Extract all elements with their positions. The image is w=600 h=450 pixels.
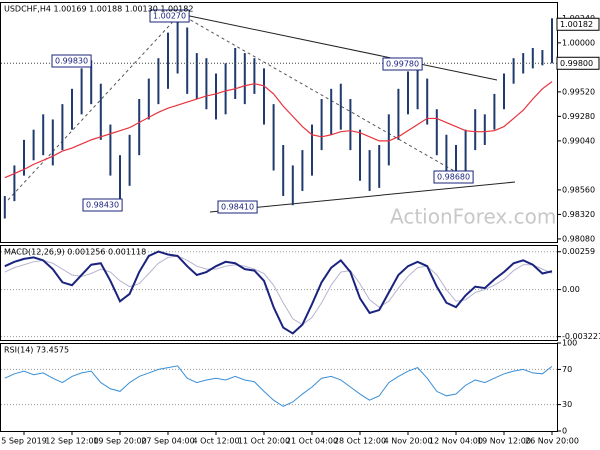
panel-frame — [0, 2, 558, 243]
annotation-box — [82, 198, 123, 212]
annotation-box — [433, 170, 474, 184]
price-tag-box — [556, 56, 600, 70]
y-tick-label: 1.00000 — [562, 38, 595, 47]
y-tick-label: 0.99280 — [562, 112, 595, 121]
y-tick-label: 0.98560 — [562, 185, 595, 194]
trend-line — [179, 13, 498, 81]
x-tick-label: 19 Sep 20:00 — [93, 437, 146, 446]
series-line — [4, 365, 553, 407]
x-tick-label: 12 Nov 04:00 — [429, 437, 483, 446]
annotation: 0.99830 — [55, 57, 88, 66]
price-tag: 0.99800 — [560, 59, 593, 68]
panel-title: MACD(12,26,9) 0.001256 0.001118 — [4, 248, 146, 257]
panel-title: USDCHF,H4 1.00169 1.00188 1.00130 1.0018… — [4, 5, 193, 14]
annotation: 1.00270 — [153, 12, 186, 21]
x-tick-label: 5 Sep 2019 — [1, 437, 47, 446]
annotation: 0.98410 — [221, 203, 254, 212]
y-tick-label: 0.99520 — [562, 87, 595, 96]
x-tick-label: 4 Nov 20:00 — [384, 437, 433, 446]
dashed-line — [7, 13, 181, 201]
x-tick-label: 28 Oct 12:00 — [334, 437, 386, 446]
series-line — [4, 81, 553, 179]
x-tick-label: 11 Oct 20:00 — [238, 437, 290, 446]
x-tick-label: 21 Oct 04:00 — [286, 437, 338, 446]
y-tick-label: 0 — [562, 427, 567, 436]
watermark: ActionForex.com — [390, 205, 556, 229]
y-tick-label: 0.98320 — [562, 210, 595, 219]
x-tick-label: 12 Sep 12:00 — [45, 437, 98, 446]
panel-title: RSI(14) 73.4575 — [4, 346, 69, 355]
annotation-box — [149, 9, 190, 23]
x-tick-label: 27 Sep 04:00 — [141, 437, 194, 446]
x-tick-label: 19 Nov 12:00 — [477, 437, 531, 446]
price-tag-box — [556, 17, 600, 31]
panel-frame — [0, 343, 558, 432]
y-tick-label: 30 — [562, 400, 572, 409]
annotation-box — [382, 57, 423, 71]
dashed-line — [179, 13, 471, 181]
panel-frame — [0, 245, 558, 341]
annotation-box — [51, 54, 92, 68]
series-line — [4, 250, 553, 335]
annotation-box — [217, 200, 258, 214]
price-tag: 1.00182 — [560, 20, 593, 29]
x-tick-label: 26 Nov 20:00 — [525, 437, 579, 446]
annotation: 0.99780 — [386, 60, 419, 69]
annotation: 0.98680 — [437, 173, 470, 182]
y-tick-label: 0.99040 — [562, 136, 595, 145]
y-tick-label: 0.00259 — [562, 247, 595, 256]
y-tick-label: -0.003221 — [562, 332, 600, 341]
y-tick-label: 0.98080 — [562, 234, 595, 243]
y-tick-label: 70 — [562, 365, 572, 374]
trend-line — [209, 181, 516, 213]
x-tick-label: 4 Oct 12:00 — [192, 437, 239, 446]
annotation: 0.98430 — [86, 201, 119, 210]
y-tick-label: 100 — [562, 339, 577, 348]
y-tick-label: 0.00 — [562, 285, 580, 294]
